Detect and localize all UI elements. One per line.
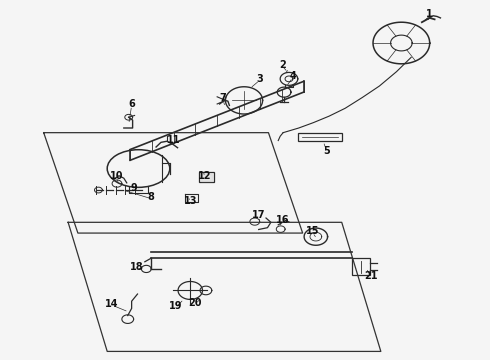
Bar: [298, 133, 342, 140]
Text: 8: 8: [148, 192, 155, 202]
Bar: [198, 172, 214, 182]
Text: 16: 16: [276, 215, 290, 225]
Text: 1: 1: [426, 9, 433, 19]
Text: 20: 20: [189, 298, 202, 308]
Text: 3: 3: [256, 74, 263, 84]
Text: 5: 5: [324, 145, 330, 156]
Text: 2: 2: [279, 59, 286, 69]
Text: 6: 6: [128, 99, 135, 109]
Text: 19: 19: [169, 301, 182, 311]
Text: 10: 10: [110, 171, 124, 181]
Text: 15: 15: [306, 226, 319, 236]
Text: 4: 4: [290, 71, 296, 81]
Text: 9: 9: [130, 183, 137, 193]
Text: 7: 7: [220, 93, 226, 103]
Text: 13: 13: [184, 196, 197, 206]
Text: 18: 18: [130, 262, 144, 272]
Text: 12: 12: [198, 171, 212, 181]
Bar: [351, 258, 370, 275]
Text: 17: 17: [252, 210, 266, 220]
Text: 14: 14: [105, 299, 119, 309]
Text: 21: 21: [364, 271, 378, 281]
Text: 11: 11: [168, 135, 181, 145]
